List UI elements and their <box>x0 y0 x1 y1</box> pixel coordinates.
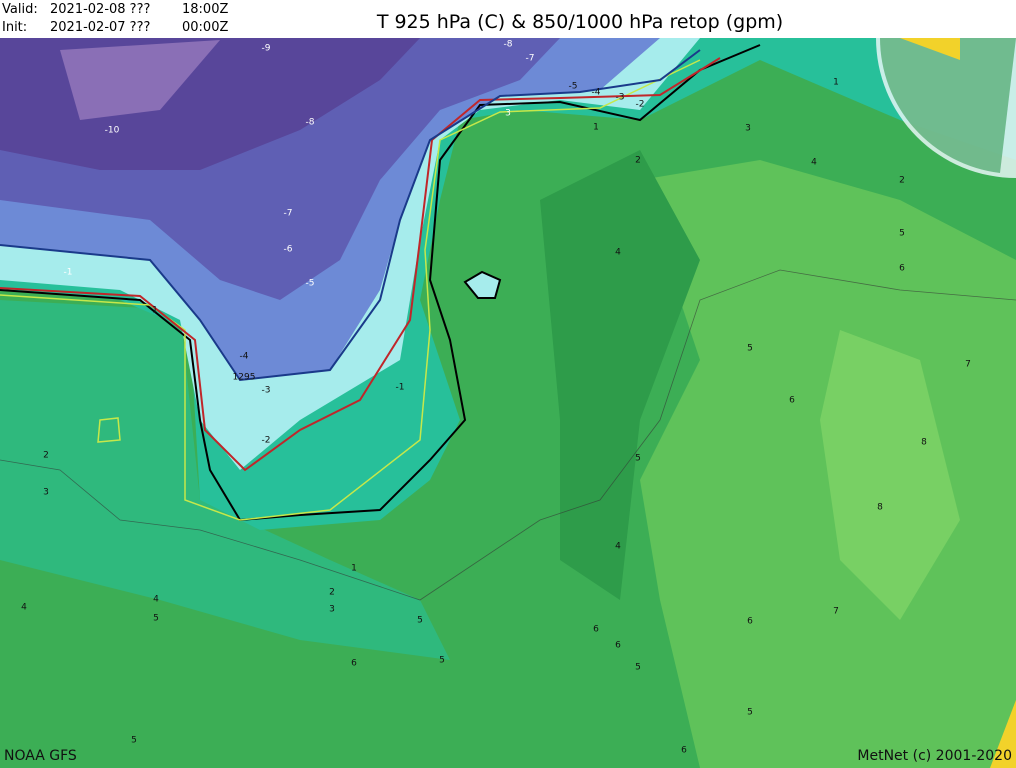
contour-label: 2 <box>899 176 905 186</box>
contour-label: -1 <box>64 268 73 278</box>
contour-label: 8 <box>877 503 883 513</box>
contour-label: 8 <box>921 438 927 448</box>
contour-label: -4 <box>240 352 249 362</box>
retop-yellow-loop <box>97 417 121 443</box>
field-violet <box>60 40 220 120</box>
contour-label: -8 <box>504 40 513 50</box>
contour-label: 1 <box>351 564 357 574</box>
credit-label: MetNet (c) 2001-2020 <box>857 748 1012 764</box>
contour-label: -9 <box>262 44 271 54</box>
source-label: NOAA GFS <box>4 748 77 764</box>
field-teal-south <box>0 300 450 660</box>
contour-label: 5 <box>747 708 753 718</box>
contour-label: 5 <box>635 454 641 464</box>
field-dark-green <box>540 150 700 600</box>
contour-label: 5 <box>153 614 159 624</box>
contour-label: 2 <box>329 588 335 598</box>
contour-label: -10 <box>105 126 120 136</box>
contour-label: 2 <box>43 451 49 461</box>
contour-label: 1 <box>593 123 599 133</box>
retop-blue-line <box>0 49 701 382</box>
valid-time: 18:00Z <box>182 2 228 17</box>
retop-yellow-line <box>0 59 701 521</box>
retop-red-line <box>0 57 721 472</box>
contour-label: -5 <box>306 279 315 289</box>
contour-label: 5 <box>747 344 753 354</box>
contour-label: 6 <box>681 746 687 756</box>
contour-label: 3 <box>745 124 751 134</box>
valid-label: Valid: <box>2 2 38 17</box>
contour-label: 4 <box>615 542 621 552</box>
contour-label: -2 <box>636 100 645 110</box>
contour-label: -3 <box>262 386 271 396</box>
field-lighter-green <box>820 330 960 620</box>
contour-label: 4 <box>153 595 159 605</box>
legend-wheel-warm <box>900 38 960 60</box>
contour-label: 3 <box>329 605 335 615</box>
contour-label: 5 <box>131 736 137 746</box>
contour-label: 7 <box>965 360 971 370</box>
contour-label: 3 <box>505 109 511 119</box>
contour-label: -1 <box>396 383 405 393</box>
zero-isotherm <box>0 44 761 522</box>
contour-label: 5 <box>899 229 905 239</box>
contour-label: 1295 <box>233 373 256 383</box>
contour-label: -8 <box>306 118 315 128</box>
legend-wheel-segments <box>880 38 1016 173</box>
contour-labels: -9 -8 -7 -10 -8 -5 -4 -3 -2 3 1 1 3 2 4 2 -7 -6 -5 -1 -4 1295… <box>21 40 971 756</box>
contour-label: 3 <box>43 488 49 498</box>
init-date: 2021-02-07 ??? <box>50 20 150 35</box>
contour-label: 5 <box>635 663 641 673</box>
contour-label: -2 <box>262 436 271 446</box>
contour-label: -7 <box>526 54 535 64</box>
contour-label: -4 <box>592 88 601 98</box>
contour-label: 6 <box>351 659 357 669</box>
contour-label: 6 <box>789 396 795 406</box>
map-title: T 925 hPa (C) & 850/1000 hPa retop (gpm) <box>376 11 783 33</box>
field-warm-corner <box>990 700 1016 768</box>
contour-label: 6 <box>593 625 599 635</box>
init-label: Init: <box>2 20 27 35</box>
contour-label: -3 <box>616 93 625 103</box>
contour-label: -5 <box>569 82 578 92</box>
contour-label: 6 <box>747 617 753 627</box>
valid-date: 2021-02-08 ??? <box>50 2 150 17</box>
contour-label: 4 <box>811 158 817 168</box>
contour-label: -7 <box>284 209 293 219</box>
zero-isotherm-island <box>463 270 502 299</box>
border-lines <box>0 269 1016 601</box>
contour-label: 6 <box>899 264 905 274</box>
contour-label: 5 <box>417 616 423 626</box>
contour-label: 1 <box>833 78 839 88</box>
contour-label: 4 <box>615 248 621 258</box>
contour-label: 4 <box>21 603 27 613</box>
contour-label: 6 <box>615 641 621 651</box>
contour-label: 2 <box>635 156 641 166</box>
contour-label: 5 <box>439 656 445 666</box>
contour-label: -6 <box>284 245 293 255</box>
init-time: 00:00Z <box>182 20 228 35</box>
header-band <box>0 0 1016 38</box>
contour-label: 1 <box>152 306 158 316</box>
contour-label: 7 <box>833 607 839 617</box>
